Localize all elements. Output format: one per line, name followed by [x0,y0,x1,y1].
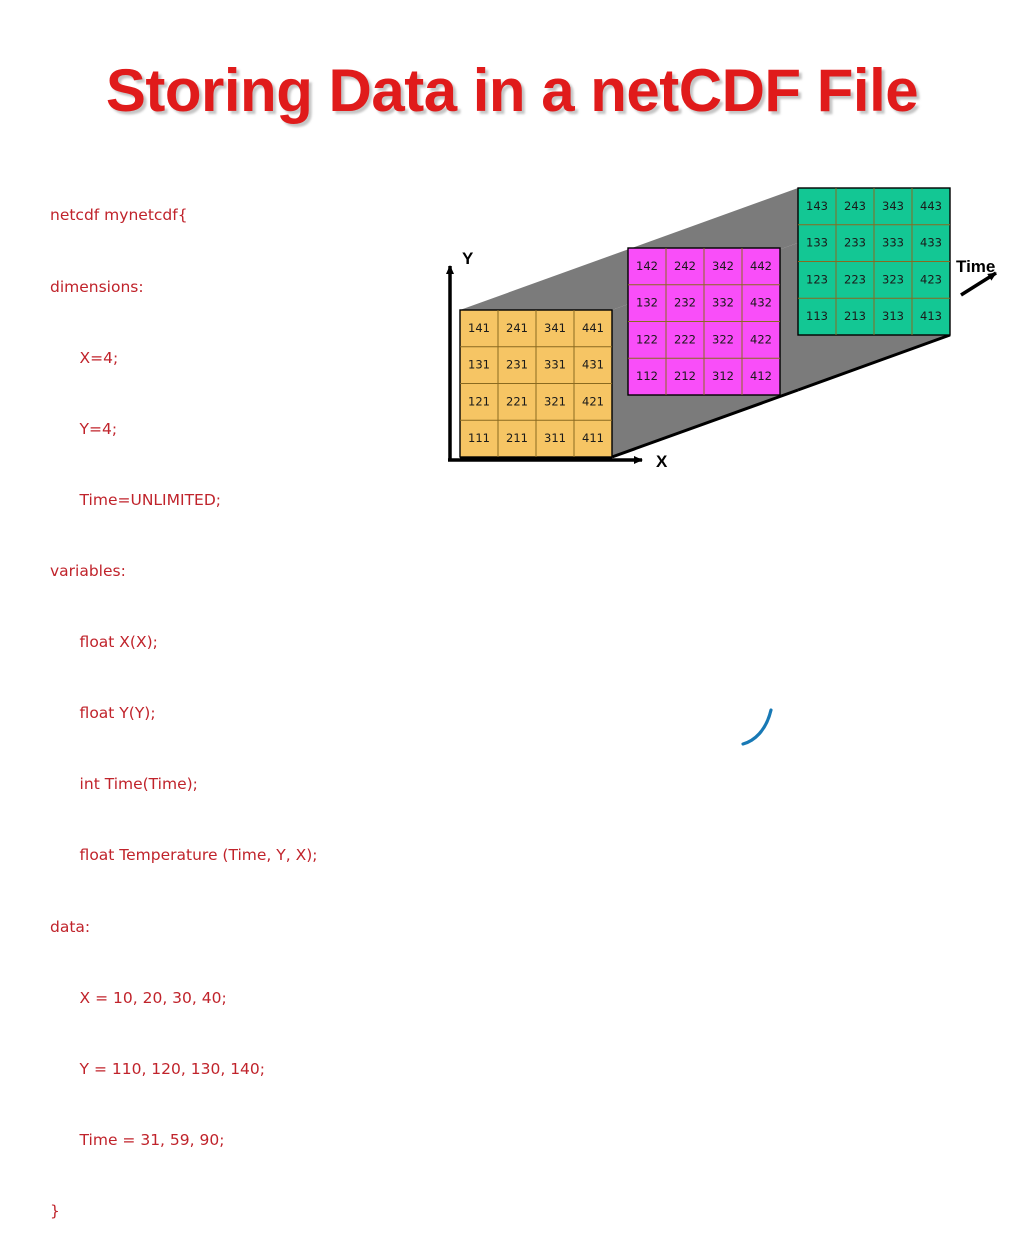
cdl-line: float Temperature (Time, Y, X); [50,846,318,865]
blue-swoosh-decoration [740,706,786,748]
cdl-line: variables: [50,561,126,580]
grid-cell-value: 223 [844,272,866,286]
cdl-line: data: [50,917,91,936]
grid-cell-value: 122 [636,332,658,346]
cdl-line: netcdf mynetcdf{ [50,206,188,225]
grid-cell-value: 242 [674,259,696,273]
x-axis-label: X [656,452,668,471]
slab-time-step-2: 142 242 342 442 132 232 332 432 122 222 322 422 112 2… [627,247,781,396]
cdl-line: float Y(Y); [50,704,156,723]
slab-time-step-1: 141 241 341 441 131 231 331 431 121 221 321 421 111 2… [459,309,613,458]
time-axis-line [960,271,997,297]
cdl-line: X = 10, 20, 30, 40; [50,988,227,1007]
cdl-line: dimensions: [50,277,144,296]
grid-cell-value: 332 [712,296,734,310]
grid-cell-value: 432 [750,296,772,310]
y-axis-label: Y [462,249,474,268]
grid-cell-value: 413 [920,309,942,323]
cdl-line: Y = 110, 120, 130, 140; [50,1059,265,1078]
cdl-line: float X(X); [50,633,158,652]
grid-cell-value: 131 [468,358,490,372]
grid-cell-value: 442 [750,259,772,273]
slab-time-step-3: 143 243 343 443 133 233 333 433 123 223 323 423 113 2… [797,187,951,336]
grid-cell-value: 341 [544,321,566,335]
grid-cell-value: 241 [506,321,528,335]
grid-cell-value: 212 [674,369,696,383]
grid-cell-value: 142 [636,259,658,273]
time-axis-label: Time [956,257,995,276]
grid-cell-value: 231 [506,358,528,372]
page-title: Storing Data in a netCDF File [105,57,919,124]
grid-cell-value: 321 [544,394,566,408]
grid-cell-value: 233 [844,236,866,250]
cdl-line: Y=4; [50,419,118,438]
grid-cell-value: 443 [920,199,942,213]
grid-cell-value: 221 [506,394,528,408]
axes: Y X Time [446,249,997,471]
grid-cell-value: 232 [674,296,696,310]
grid-cell-value: 113 [806,309,828,323]
grid-cell-value: 213 [844,309,866,323]
cdl-line: Time=UNLIMITED; [50,490,221,509]
cdl-line: } [50,1201,60,1220]
grid-cell-value: 333 [882,236,904,250]
cdl-line: int Time(Time); [50,775,198,794]
grid-cell-value: 412 [750,369,772,383]
grid-cell-value: 421 [582,394,604,408]
grid-cell-value: 211 [506,431,528,445]
grid-cell-value: 222 [674,332,696,346]
grid-cell-value: 313 [882,309,904,323]
grid-cell-value: 422 [750,332,772,346]
grid-cell-value: 441 [582,321,604,335]
netcdf-3d-diagram: 143 243 343 443 133 233 333 433 123 223 323 423 113 2… [430,160,1024,500]
grid-cell-value: 132 [636,296,658,310]
grid-cell-value: 431 [582,358,604,372]
grid-cell-value: 121 [468,394,490,408]
grid-cell-value: 312 [712,369,734,383]
grid-cell-value: 343 [882,199,904,213]
cdl-code-block: netcdf mynetcdf{ dimensions: X=4; Y=4; T… [50,157,470,1247]
grid-cell-value: 331 [544,358,566,372]
grid-cell-value: 112 [636,369,658,383]
grid-cell-value: 311 [544,431,566,445]
grid-cell-value: 123 [806,272,828,286]
grid-cell-value: 243 [844,199,866,213]
grid-cell-value: 411 [582,431,604,445]
cdl-line: X=4; [50,348,119,367]
grid-cell-value: 322 [712,332,734,346]
grid-cell-value: 423 [920,272,942,286]
grid-cell-value: 111 [468,431,490,445]
grid-cell-value: 433 [920,236,942,250]
grid-cell-value: 323 [882,272,904,286]
grid-cell-value: 143 [806,199,828,213]
grid-cell-value: 342 [712,259,734,273]
grid-cell-value: 133 [806,236,828,250]
grid-cell-value: 141 [468,321,490,335]
cdl-line: Time = 31, 59, 90; [50,1130,225,1149]
